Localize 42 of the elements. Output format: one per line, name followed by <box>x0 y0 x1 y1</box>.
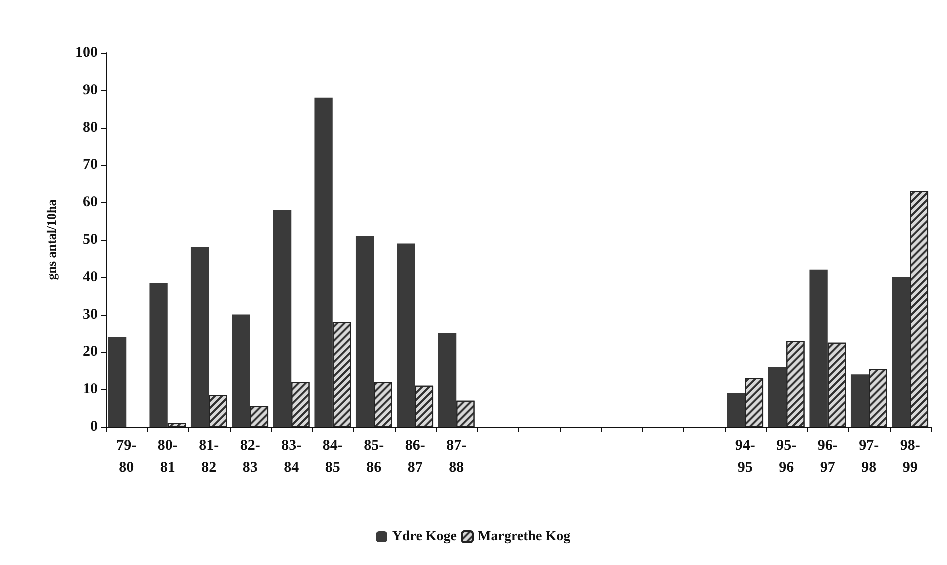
bar <box>397 244 416 427</box>
bar <box>356 236 374 427</box>
y-tick-label: 80 <box>83 120 98 136</box>
bar <box>190 247 210 427</box>
x-tick-label: 81-82 <box>199 438 220 476</box>
y-axis-title: gns antal/10ha <box>44 199 59 280</box>
x-tick-label: 85-86 <box>364 438 384 476</box>
y-tick-label: 100 <box>76 45 98 61</box>
bar <box>810 270 828 427</box>
x-tick-label: 79-80 <box>116 438 137 476</box>
x-tick-label: 87-88 <box>446 438 467 476</box>
bar <box>850 374 870 427</box>
bar <box>727 393 746 427</box>
bar <box>273 210 292 427</box>
x-tick-label: 80-81 <box>158 438 178 476</box>
x-tick-label: 97-98 <box>859 438 880 476</box>
bar <box>768 367 787 427</box>
x-tick-label: 98-99 <box>900 438 920 476</box>
legend-label: Margrethe Kog <box>478 530 571 544</box>
x-tick-label: 86-87 <box>405 438 426 476</box>
x-tick-label: 83-84 <box>282 438 302 476</box>
y-tick-label: 60 <box>83 194 98 211</box>
y-tick-label: 50 <box>83 232 98 248</box>
x-tick-label: 95-96 <box>776 438 797 476</box>
y-tick-label: 30 <box>83 306 98 323</box>
bar <box>314 98 333 427</box>
bar <box>108 337 127 427</box>
y-tick-label: 40 <box>83 269 98 286</box>
x-tick-label: 94-95 <box>735 438 756 476</box>
bar <box>150 283 168 427</box>
x-tick-label: 84-85 <box>322 438 343 476</box>
x-tick-label: 96-97 <box>818 438 838 476</box>
x-tick-label: 82-83 <box>240 438 260 476</box>
y-tick-label: 70 <box>83 157 98 174</box>
y-tick-label: 20 <box>83 344 98 360</box>
legend-label: Ydre Koge <box>392 530 458 544</box>
bar <box>892 277 910 427</box>
y-tick-label: 0 <box>90 419 98 435</box>
y-tick-label: 90 <box>83 82 98 98</box>
y-tick-label: 10 <box>83 382 98 398</box>
bar <box>438 334 457 427</box>
bar <box>232 314 250 427</box>
